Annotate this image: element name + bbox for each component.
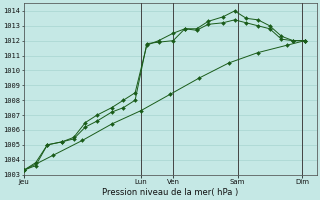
X-axis label: Pression niveau de la mer( hPa ): Pression niveau de la mer( hPa ) xyxy=(102,188,238,197)
